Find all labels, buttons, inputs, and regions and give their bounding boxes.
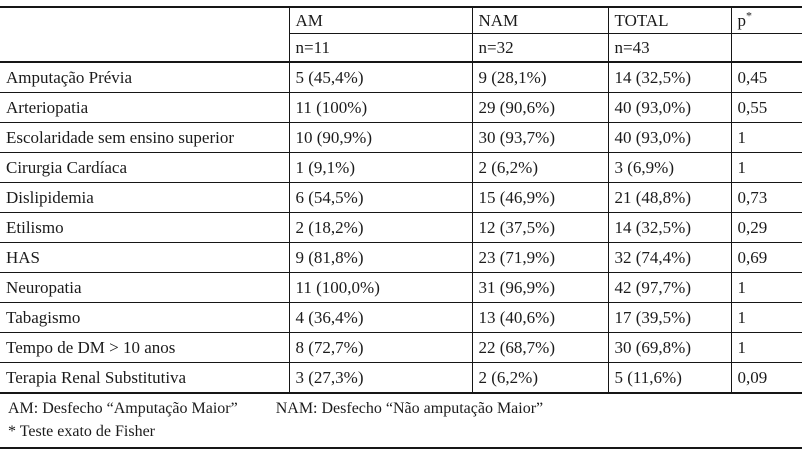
row-label: Terapia Renal Substitutiva <box>0 362 289 394</box>
row-label: Tabagismo <box>0 302 289 333</box>
table-row: Neuropatia 11 (100,0%) 31 (96,9%) 42 (97… <box>0 272 802 303</box>
cell-nam: 29 (90,6%) <box>471 92 608 123</box>
cell-total: 17 (39,5%) <box>607 302 731 333</box>
row-label: Cirurgia Cardíaca <box>0 152 289 183</box>
table-row: Terapia Renal Substitutiva 3 (27,3%) 2 (… <box>0 362 802 394</box>
cell-p: 0,69 <box>730 242 802 273</box>
table-row: Tabagismo 4 (36,4%) 13 (40,6%) 17 (39,5%… <box>0 302 802 333</box>
n-total: n=43 <box>607 33 731 63</box>
cell-p: 1 <box>730 152 802 183</box>
asterisk-superscript: * <box>746 7 752 22</box>
cell-am: 3 (27,3%) <box>288 362 472 394</box>
cell-p: 0,45 <box>730 62 802 93</box>
table-row: Dislipidemia 6 (54,5%) 15 (46,9%) 21 (48… <box>0 182 802 213</box>
footnote-nam-definition: NAM: Desfecho “Não amputação Maior” <box>275 400 544 417</box>
cell-total: 42 (97,7%) <box>607 272 731 303</box>
cell-nam: 23 (71,9%) <box>471 242 608 273</box>
cell-nam: 30 (93,7%) <box>471 122 608 153</box>
table-row: Amputação Prévia 5 (45,4%) 9 (28,1%) 14 … <box>0 62 802 93</box>
col-header-p: p* <box>730 7 802 34</box>
cell-am: 8 (72,7%) <box>288 332 472 363</box>
cell-nam: 15 (46,9%) <box>471 182 608 213</box>
col-header-nam: NAM <box>471 7 608 34</box>
cell-p: 1 <box>730 332 802 363</box>
header-row-groups: AM NAM TOTAL p* <box>0 7 802 63</box>
cell-nam: 9 (28,1%) <box>471 62 608 93</box>
cell-p: 1 <box>730 122 802 153</box>
cell-am: 2 (18,2%) <box>288 212 472 243</box>
cell-am: 11 (100,0%) <box>288 272 472 303</box>
cell-am: 4 (36,4%) <box>288 302 472 333</box>
row-label: Dislipidemia <box>0 182 289 213</box>
cell-total: 14 (32,5%) <box>607 62 731 93</box>
cell-total: 3 (6,9%) <box>607 152 731 183</box>
cell-total: 14 (32,5%) <box>607 212 731 243</box>
row-label: HAS <box>0 242 289 273</box>
cell-nam: 12 (37,5%) <box>471 212 608 243</box>
row-label: Tempo de DM > 10 anos <box>0 332 289 363</box>
cell-am: 1 (9,1%) <box>288 152 472 183</box>
cell-nam: 31 (96,9%) <box>471 272 608 303</box>
cell-am: 10 (90,9%) <box>288 122 472 153</box>
row-label: Escolaridade sem ensino superior <box>0 122 289 153</box>
footnotes: AM: Desfecho “Amputação Maior” NAM: Desfe… <box>0 394 802 449</box>
cell-p: 1 <box>730 302 802 333</box>
cell-p: 1 <box>730 272 802 303</box>
cell-total: 5 (11,6%) <box>607 362 731 394</box>
row-label: Arteriopatia <box>0 92 289 123</box>
cell-am: 11 (100%) <box>288 92 472 123</box>
table-row: Cirurgia Cardíaca 1 (9,1%) 2 (6,2%) 3 (6… <box>0 152 802 183</box>
cell-am: 9 (81,8%) <box>288 242 472 273</box>
characteristics-table: AM NAM TOTAL p* n=11 n=32 n=43 Amputação… <box>0 6 802 394</box>
corner-cell <box>0 7 289 63</box>
table-row: HAS 9 (81,8%) 23 (71,9%) 32 (74,4%) 0,69 <box>0 242 802 273</box>
table-row: Arteriopatia 11 (100%) 29 (90,6%) 40 (93… <box>0 92 802 123</box>
cell-am: 5 (45,4%) <box>288 62 472 93</box>
footnote-fisher-test: * Teste exato de Fisher <box>8 423 155 440</box>
cell-am: 6 (54,5%) <box>288 182 472 213</box>
p-label: p <box>737 10 747 30</box>
header-row-n: n=11 n=32 n=43 <box>0 33 802 63</box>
table-row: Escolaridade sem ensino superior 10 (90,… <box>0 122 802 153</box>
row-label: Neuropatia <box>0 272 289 303</box>
cell-nam: 22 (68,7%) <box>471 332 608 363</box>
table-row: Tempo de DM > 10 anos 8 (72,7%) 22 (68,7… <box>0 332 802 363</box>
cell-total: 30 (69,8%) <box>607 332 731 363</box>
cell-nam: 13 (40,6%) <box>471 302 608 333</box>
cell-nam: 2 (6,2%) <box>471 362 608 394</box>
cell-p: 0,55 <box>730 92 802 123</box>
footnote-line-definitions: AM: Desfecho “Amputação Maior” NAM: Desfe… <box>8 397 802 420</box>
cell-nam: 2 (6,2%) <box>471 152 608 183</box>
cell-total: 21 (48,8%) <box>607 182 731 213</box>
cell-p: 0,29 <box>730 212 802 243</box>
n-p-empty <box>730 33 802 63</box>
n-am: n=11 <box>288 33 472 63</box>
cell-p: 0,73 <box>730 182 802 213</box>
footnote-am-definition: AM: Desfecho “Amputação Maior” <box>8 400 238 417</box>
cell-total: 40 (93,0%) <box>607 122 731 153</box>
n-nam: n=32 <box>471 33 608 63</box>
cell-total: 32 (74,4%) <box>607 242 731 273</box>
row-label: Etilismo <box>0 212 289 243</box>
cell-p: 0,09 <box>730 362 802 394</box>
cell-total: 40 (93,0%) <box>607 92 731 123</box>
col-header-total: TOTAL <box>607 7 731 34</box>
row-label: Amputação Prévia <box>0 62 289 93</box>
col-header-am: AM <box>288 7 472 34</box>
table-row: Etilismo 2 (18,2%) 12 (37,5%) 14 (32,5%)… <box>0 212 802 243</box>
